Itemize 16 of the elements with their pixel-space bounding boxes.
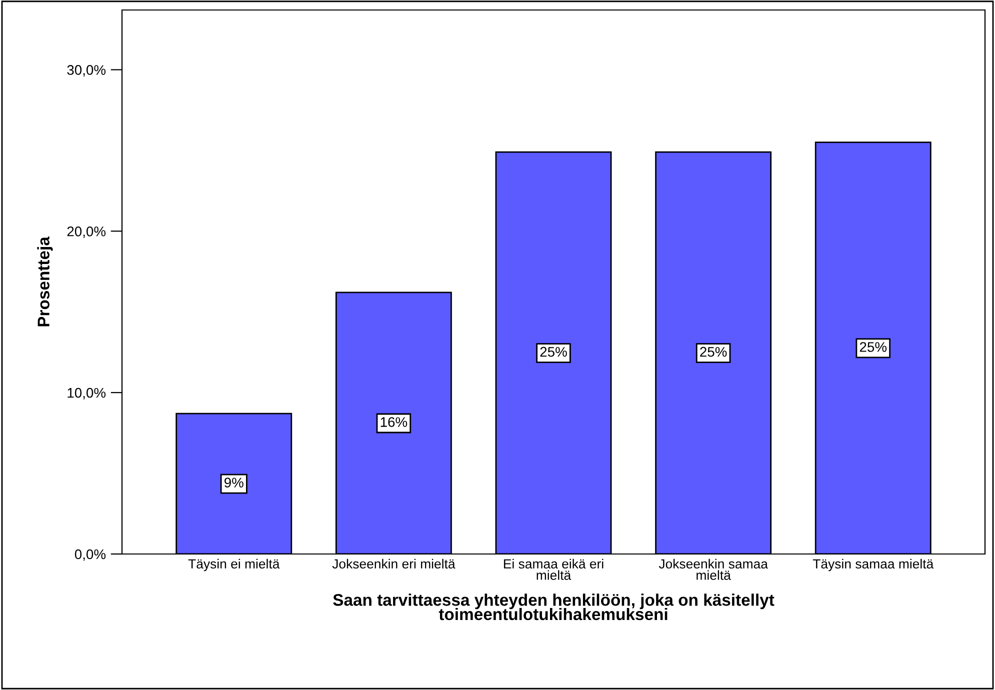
data-label: 25% — [700, 346, 727, 357]
x-tick-label: Täysin ei mieltä — [188, 558, 280, 572]
y-tick-label: 30,0% — [67, 65, 106, 77]
y-tick-label: 0,0% — [74, 549, 106, 561]
data-label: 25% — [540, 346, 567, 357]
y-tick-label: 10,0% — [68, 388, 106, 400]
x-tick-label: Jokseenkin eri mieltä — [332, 558, 456, 569]
data-label: 25% — [860, 342, 887, 352]
x-tick-label: Täysin samaa mieltä — [812, 558, 934, 572]
x-axis-title: Saan tarvittaessa yhteyden henkilöön, joka on käsitellyt toimeentulotukihakemukseni — [333, 594, 774, 620]
x-tick-label: Ei samaa eikä eri mieltä — [504, 558, 604, 580]
y-tick-label: 20,0% — [67, 226, 106, 238]
data-label: 9% — [224, 478, 244, 488]
data-label: 16% — [380, 417, 408, 427]
x-tick-label: Jokseenkin samaa mieltä — [658, 558, 768, 580]
y-axis-title: Prosentteja — [37, 236, 53, 326]
